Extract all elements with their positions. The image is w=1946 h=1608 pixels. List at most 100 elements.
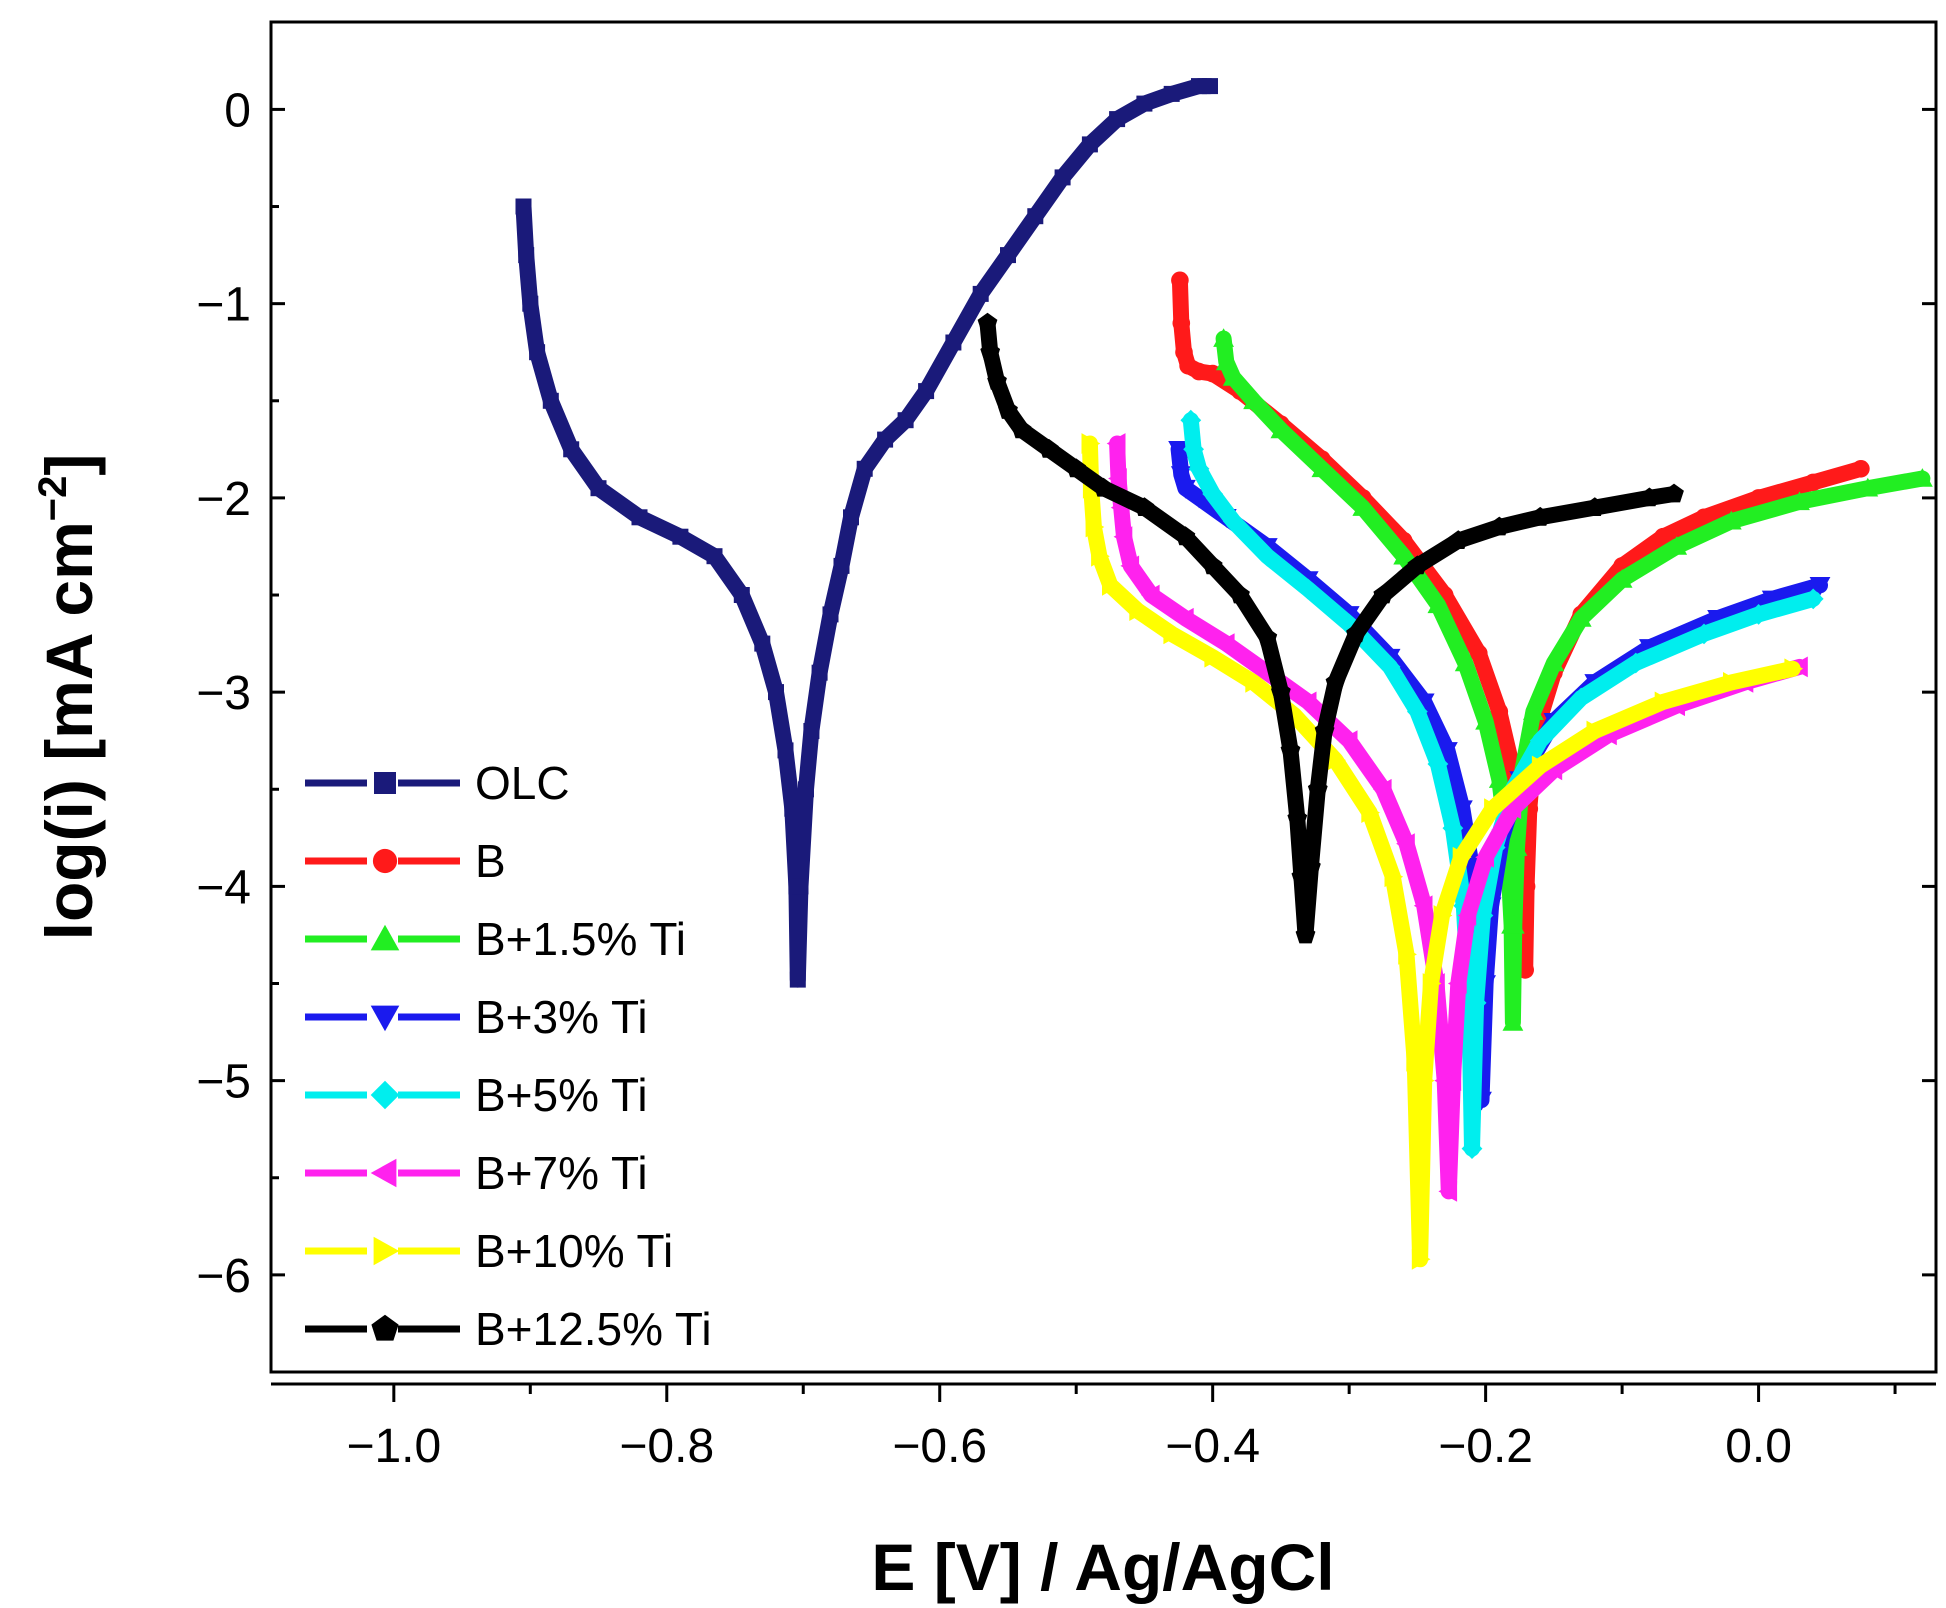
data-point <box>1488 769 1510 788</box>
data-point <box>1134 497 1155 516</box>
legend-label: B+12.5% Ti <box>475 1303 712 1355</box>
data-point <box>1396 833 1415 855</box>
data-point <box>1490 702 1509 721</box>
data-point <box>1433 905 1453 926</box>
data-point <box>1327 749 1346 771</box>
data-point <box>1484 798 1503 820</box>
data-point <box>1411 1248 1431 1270</box>
legend-label: B+5% Ti <box>475 1069 648 1121</box>
data-point <box>1475 710 1496 730</box>
legend-item: B+3% Ti <box>305 991 648 1043</box>
series-b-12-5-ti <box>977 312 1684 944</box>
data-point <box>803 723 820 739</box>
data-point <box>1784 658 1804 680</box>
data-point <box>1707 610 1728 629</box>
series-line <box>515 78 1218 988</box>
data-point <box>1654 527 1672 546</box>
data-point <box>1175 607 1194 629</box>
data-point <box>1081 136 1098 153</box>
data-point <box>1422 973 1442 994</box>
data-point <box>1543 652 1565 672</box>
series-b-7-ti <box>1106 433 1808 1202</box>
legend-label: B+7% Ti <box>475 1147 648 1199</box>
data-point <box>1407 701 1428 722</box>
legend-marker <box>370 924 400 951</box>
data-point <box>1204 646 1224 668</box>
x-tick-label: −0.4 <box>1165 1420 1260 1473</box>
data-point <box>1625 652 1647 674</box>
data-point <box>1475 846 1494 868</box>
data-point <box>1489 516 1510 536</box>
y-tick-label: −1 <box>196 279 251 332</box>
data-point <box>1245 672 1264 693</box>
data-point <box>1257 627 1278 647</box>
data-point <box>733 587 750 603</box>
legend-label: B+3% Ti <box>475 991 648 1043</box>
data-point <box>1175 343 1193 362</box>
data-point <box>1437 742 1458 761</box>
data-point <box>1502 1012 1524 1031</box>
data-point <box>1506 837 1528 856</box>
x-tick-label: −0.2 <box>1438 1420 1533 1473</box>
data-point <box>1723 672 1742 693</box>
data-point <box>1666 536 1688 555</box>
data-point <box>706 548 723 565</box>
data-point <box>754 635 771 652</box>
data-point <box>522 295 539 312</box>
x-tick-label: 0.0 <box>1725 1420 1792 1473</box>
data-point <box>1761 590 1783 610</box>
data-point <box>1054 169 1071 186</box>
data-point <box>1639 487 1660 507</box>
data-point <box>1170 466 1192 485</box>
y-tick-label: −5 <box>196 1056 251 1109</box>
data-point <box>1465 992 1487 1014</box>
data-point <box>1113 526 1133 548</box>
data-point <box>1027 208 1044 225</box>
data-point <box>1175 526 1196 546</box>
legend-label: B <box>475 835 506 887</box>
data-point <box>1202 483 1224 505</box>
series-b-10-ti <box>1081 433 1804 1270</box>
data-point <box>833 557 850 574</box>
data-point <box>1297 578 1319 600</box>
data-point <box>1749 489 1768 507</box>
data-point <box>1543 759 1563 781</box>
data-point <box>1280 740 1301 759</box>
data-point <box>897 412 914 429</box>
data-point <box>1314 720 1335 740</box>
data-point <box>1346 623 1366 643</box>
legend-label: OLC <box>475 757 570 809</box>
data-point <box>1413 693 1435 713</box>
legend-label: B+10% Ti <box>475 1225 673 1277</box>
data-point <box>1427 594 1449 614</box>
data-point <box>1664 483 1684 503</box>
data-point <box>843 509 859 526</box>
series-b-1-5-ti <box>1213 328 1933 1031</box>
legend-item: B <box>305 835 506 887</box>
y-axis-title-close: ] <box>32 454 106 476</box>
y-axis-title: log(i) [mA cm−2] <box>31 454 106 941</box>
data-point <box>1108 468 1127 489</box>
data-point <box>1307 778 1328 798</box>
data-point <box>998 400 1018 419</box>
data-point <box>977 312 998 332</box>
data-point <box>1570 607 1592 627</box>
data-point <box>1287 808 1308 827</box>
data-point <box>1398 944 1417 965</box>
data-point <box>1384 866 1404 888</box>
data-point <box>1243 390 1264 410</box>
x-axis: −1.0 −0.8 −0.6 −0.4 −0.2 0.0 <box>271 1382 1936 1473</box>
legend: OLC B B+1.5% Ti B+3% Ti B+5% Ti B+7% Ti B+10% … <box>305 757 712 1355</box>
legend-item: B+10% Ti <box>305 1225 673 1277</box>
data-point <box>1271 681 1291 701</box>
data-point <box>631 509 648 526</box>
data-point <box>1136 95 1153 112</box>
data-point <box>529 344 546 361</box>
data-point <box>1393 545 1415 565</box>
data-point <box>1461 1138 1483 1159</box>
data-point <box>768 684 784 701</box>
legend-marker <box>373 1236 400 1266</box>
data-point <box>1570 687 1592 709</box>
data-point <box>792 878 809 895</box>
data-point <box>1448 530 1469 549</box>
